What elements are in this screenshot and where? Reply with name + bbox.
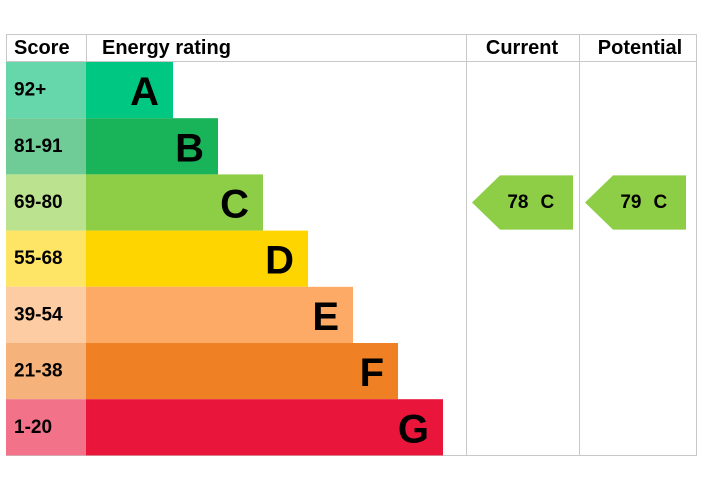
score-cell (6, 230, 86, 287)
current-arrow (472, 175, 573, 230)
rating-bar (86, 399, 443, 456)
potential-arrow (585, 175, 686, 230)
header-score: Score (14, 37, 70, 59)
score-label: 55-68 (14, 248, 63, 269)
score-label: 21-38 (14, 361, 63, 382)
header-potential: Potential (598, 37, 682, 59)
rating-bar (86, 230, 308, 287)
score-cell (6, 399, 86, 456)
band-letter: D (265, 239, 294, 283)
score-cell (6, 62, 86, 119)
rating-bar (86, 118, 218, 175)
band-letter: E (312, 295, 339, 339)
score-cell (6, 118, 86, 175)
score-cell (6, 343, 86, 400)
rating-bar (86, 62, 173, 119)
potential-band: C (654, 192, 668, 213)
current-value: 78 (507, 192, 528, 213)
score-label: 92+ (14, 80, 46, 101)
score-cell (6, 286, 86, 343)
rating-bar (86, 174, 263, 231)
score-label: 1-20 (14, 417, 52, 438)
score-label: 69-80 (14, 192, 63, 213)
rating-bar (86, 286, 353, 343)
band-letter: A (130, 70, 159, 114)
current-band: C (541, 192, 555, 213)
score-cell (6, 174, 86, 231)
header-current: Current (486, 37, 559, 59)
potential-value: 79 (620, 192, 641, 213)
rating-bar (86, 343, 398, 400)
band-letter: C (220, 183, 249, 227)
band-letter: F (360, 351, 384, 395)
band-letter: G (398, 407, 429, 451)
score-label: 81-91 (14, 136, 63, 157)
band-letter: B (175, 126, 204, 170)
header-rating: Energy rating (102, 37, 231, 59)
score-label: 39-54 (14, 304, 63, 325)
